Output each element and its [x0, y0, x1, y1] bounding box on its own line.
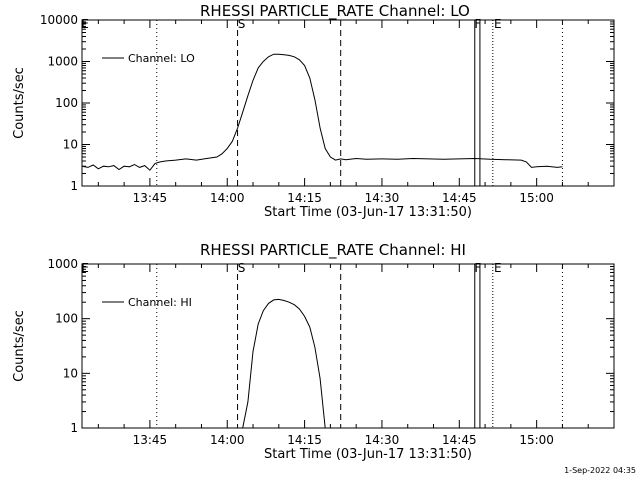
- annotation-f: F: [474, 261, 481, 275]
- annotation-e-start: E: [81, 261, 89, 275]
- series-line: [81, 53, 563, 171]
- annotation-s: S: [238, 261, 246, 275]
- y-tick-label: 1: [70, 179, 78, 193]
- y-tick-label: 100: [55, 312, 78, 326]
- x-tick-label: 15:00: [519, 191, 554, 205]
- annotation-e: E: [494, 261, 502, 275]
- x-tick-label: 13:45: [133, 191, 168, 205]
- x-tick-label: 14:30: [365, 191, 400, 205]
- x-tick-label: 15:00: [519, 433, 554, 447]
- y-axis-label: Counts/sec: [12, 310, 27, 382]
- y-tick-label: 1000: [47, 55, 78, 69]
- series-line: [242, 298, 326, 429]
- plot-frame: [81, 263, 615, 429]
- plot-frame: [81, 19, 615, 187]
- y-axis-label: Counts/sec: [12, 67, 27, 139]
- x-axis-label: Start Time (03-Jun-17 13:31:50): [264, 205, 472, 220]
- x-axis-label: Start Time (03-Jun-17 13:31:50): [264, 447, 472, 462]
- legend-entry: Channel: HI: [128, 296, 192, 309]
- x-tick-label: 14:00: [210, 191, 245, 205]
- annotation-f: F: [474, 17, 481, 31]
- annotation-s: S: [238, 17, 246, 31]
- y-tick-label: 1000: [47, 257, 78, 271]
- x-tick-label: 14:45: [442, 433, 477, 447]
- annotation-e: E: [494, 17, 502, 31]
- legend-entry: Channel: LO: [128, 52, 195, 65]
- y-tick-label: 10: [63, 138, 78, 152]
- x-tick-label: 14:15: [287, 191, 322, 205]
- top-chart-title: RHESSI PARTICLE_RATE Channel: LO: [200, 2, 470, 20]
- y-tick-label: 10: [63, 366, 78, 380]
- x-tick-label: 14:30: [365, 433, 400, 447]
- x-tick-label: 14:45: [442, 191, 477, 205]
- chart-hi: 1 10 100 1000 13:45 14:00 14:15 14:30 14:45 15:00…: [12, 257, 615, 462]
- x-tick-label: 13:45: [133, 433, 168, 447]
- bottom-chart-title: RHESSI PARTICLE_RATE Channel: HI: [200, 241, 466, 259]
- y-tick-label: 100: [55, 96, 78, 110]
- x-tick-label: 14:15: [287, 433, 322, 447]
- chart-lo: 1 10 100 1000 10000 13:45 14:00 14:15 14:30 14:45…: [12, 13, 615, 220]
- footer-timestamp: 1-Sep-2022 04:35: [564, 466, 636, 475]
- annotation-e-start: E: [81, 17, 89, 31]
- y-tick-label: 10000: [40, 13, 78, 27]
- x-tick-label: 14:00: [210, 433, 245, 447]
- y-tick-label: 1: [70, 421, 78, 435]
